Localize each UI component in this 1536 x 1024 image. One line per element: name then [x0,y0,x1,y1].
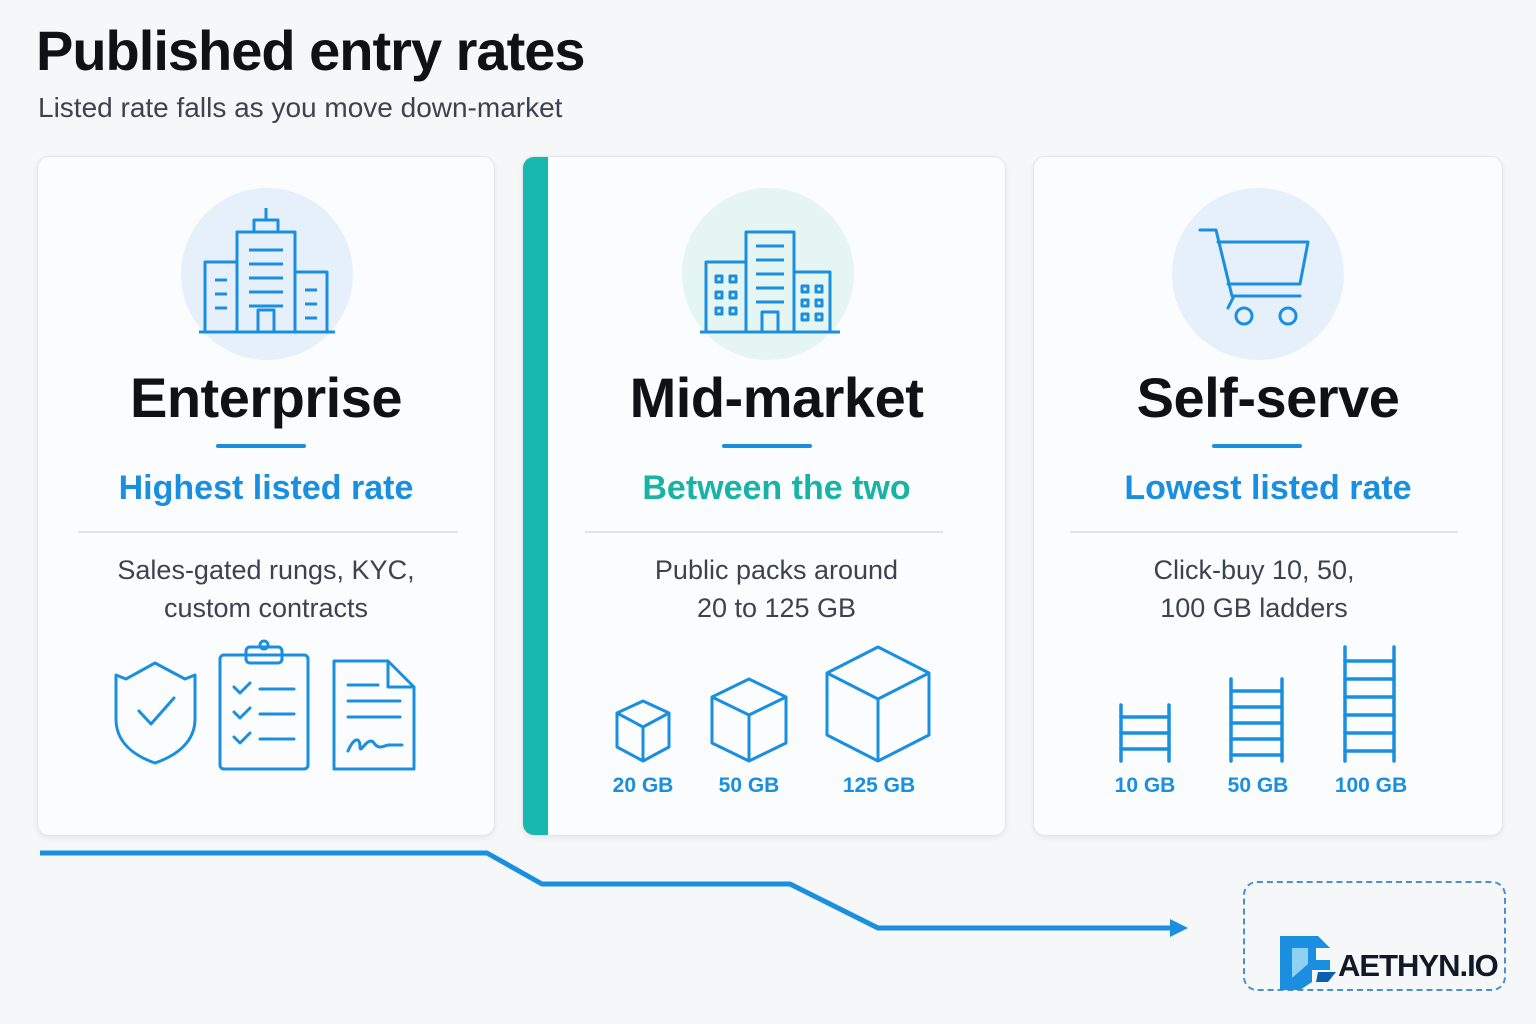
office-building-icon [181,188,353,360]
cube-medium-icon [710,677,788,763]
tier-description-line-2: 20 to 125 GB [696,593,857,623]
ladder-small-icon [1119,703,1171,763]
tier-name: Self-serve [1136,366,1400,429]
title-underline [722,444,812,448]
pack-label: 20 GB [612,774,674,797]
highlight-bar [523,157,548,835]
cube-large-icon [825,645,931,763]
tier-description-line-2: 100 GB ladders [1160,593,1348,623]
tier-description: Click-buy 10, 50, 100 GB ladders [1034,551,1488,627]
pack-label: 125 GB [842,774,916,797]
ladder-label: 100 GB [1334,774,1408,797]
tier-description-line-1: Public packs around [654,555,899,585]
tier-card-self-serve: Self-serve Lowest listed rate Click-buy … [1033,156,1503,836]
tier-description: Public packs around 20 to 125 GB [548,551,1005,627]
title-underline [216,444,306,448]
shopping-cart-icon [1172,188,1344,360]
tier-description: Sales-gated rungs, KYC, custom contracts [38,551,494,627]
tier-name: Enterprise [130,366,403,429]
ladder-icons [1034,637,1502,782]
tier-card-mid-market: Mid-market Between the two Public packs … [522,156,1006,836]
tier-description-line-1: Sales-gated rungs, KYC, [117,555,415,585]
feature-icons [38,637,494,802]
ladder-medium-icon [1229,677,1284,763]
title-underline [1212,444,1302,448]
logo-container [1243,881,1506,991]
tier-description-line-2: custom contracts [163,593,369,623]
pack-size-icons [523,637,1005,782]
aethyn-logo-mark [1280,936,1336,990]
page-subtitle: Listed rate falls as you move down-marke… [38,92,563,123]
rate-label: Highest listed rate [118,469,414,507]
pack-label: 50 GB [718,774,780,797]
clipboard-checklist-icon [218,639,310,771]
page-title: Published entry rates [36,19,586,82]
ladder-label: 50 GB [1227,774,1289,797]
divider [1070,531,1458,533]
tier-description-line-1: Click-buy 10, 50, [1153,555,1355,585]
rate-label: Between the two [642,469,911,507]
logo-wordmark: AETHYN.IO [1338,948,1499,983]
divider [78,531,458,533]
shield-check-icon [114,661,197,765]
cube-small-icon [615,699,671,763]
building-cluster-icon [682,188,854,360]
tier-name: Mid-market [629,366,924,429]
divider [585,531,943,533]
ladder-label: 10 GB [1114,774,1176,797]
tier-card-enterprise: Enterprise Highest listed rate Sales-gat… [37,156,495,836]
signed-contract-icon [332,659,416,771]
rate-label: Lowest listed rate [1124,469,1412,507]
ladder-large-icon [1343,645,1396,763]
